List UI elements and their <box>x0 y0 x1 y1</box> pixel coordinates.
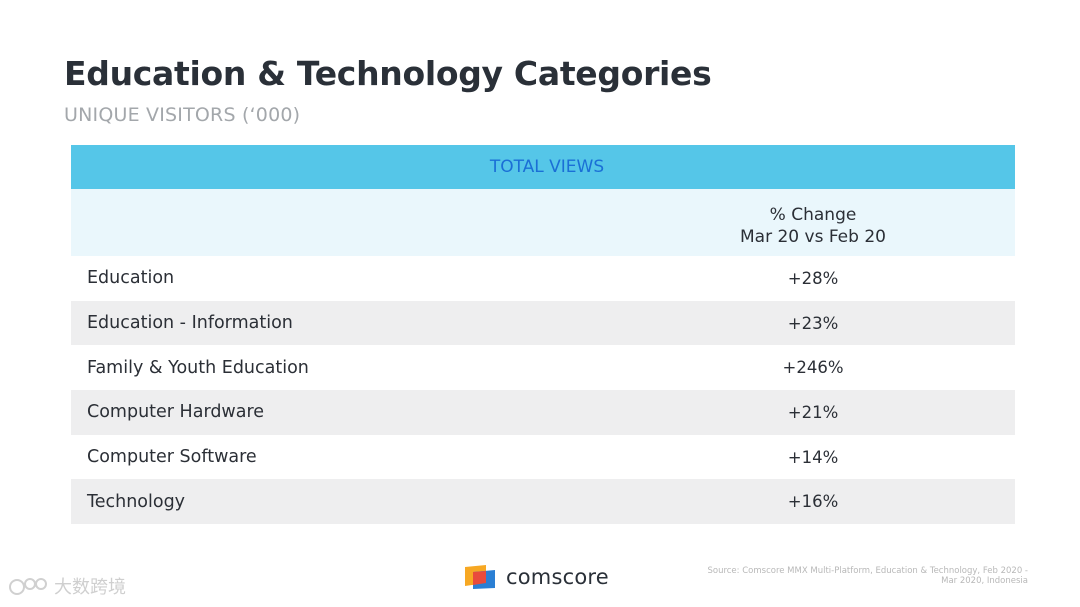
watermark-text: 大数跨境 <box>54 577 126 598</box>
comscore-logo: comscore <box>464 564 609 590</box>
column-header: % Change Mar 20 vs Feb 20 <box>686 204 940 248</box>
row-change-value: +246% <box>782 358 844 378</box>
column-header-line1: % Change <box>769 205 857 225</box>
row-category: Technology <box>87 491 186 512</box>
row-change-value: +28% <box>787 268 839 288</box>
row-change-value: +16% <box>787 492 839 512</box>
row-change-value: +21% <box>787 402 839 422</box>
comscore-logo-icon <box>465 565 495 589</box>
row-change-value: +23% <box>787 313 839 333</box>
comscore-wordmark: comscore <box>506 565 609 589</box>
slide-subtitle: UNIQUE VISITORS (‘000) <box>64 104 301 126</box>
table-row: Education - Information +23% <box>71 300 1015 346</box>
source-line-1: Source: Comscore MMX Multi-Platform, Edu… <box>707 566 1028 576</box>
table-row: Computer Hardware +21% <box>71 390 1015 435</box>
table-row: Computer Software +14% <box>71 435 1015 480</box>
column-header-line2: Mar 20 vs Feb 20 <box>740 227 886 247</box>
table-row: Education +28% <box>71 256 1015 301</box>
row-category: Computer Hardware <box>87 402 265 423</box>
row-category: Computer Software <box>87 447 257 468</box>
watermark-icon <box>9 578 47 595</box>
row-change-value: +14% <box>787 447 839 467</box>
table-header-band: TOTAL VIEWS <box>71 145 1015 189</box>
table-body: Education +28% Education - Information +23%… <box>71 256 1015 525</box>
source-line-2: Mar 2020, Indonesia <box>941 576 1028 586</box>
watermark: 大数跨境 <box>8 573 126 599</box>
table-row: Family & Youth Education +246% <box>71 345 1015 390</box>
row-category: Family & Youth Education <box>87 357 309 378</box>
table-header-label: TOTAL VIEWS <box>489 157 605 177</box>
row-category: Education - Information <box>87 313 293 334</box>
row-category: Education <box>87 268 175 289</box>
column-header-row: % Change Mar 20 vs Feb 20 <box>71 189 1015 256</box>
slide-title: Education & Technology Categories <box>64 54 712 93</box>
source-note: Source: Comscore MMX Multi-Platform, Edu… <box>668 566 1028 586</box>
table-row: Technology +16% <box>71 479 1015 525</box>
data-table: TOTAL VIEWS % Change Mar 20 vs Feb 20 Ed… <box>71 145 1015 525</box>
